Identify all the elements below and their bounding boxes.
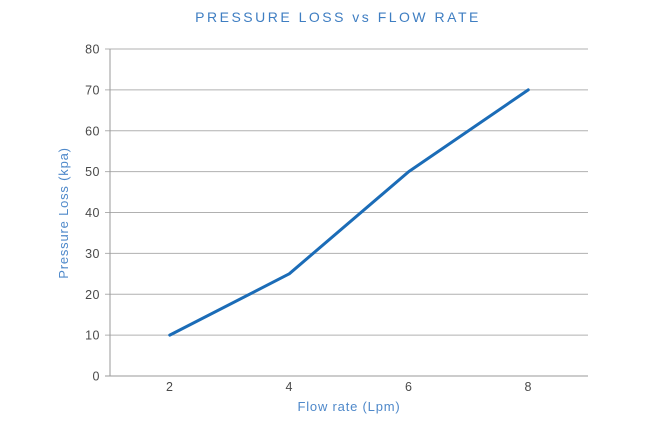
y-tick-label-20: 20 — [85, 288, 100, 302]
data-series-group — [168, 88, 530, 337]
x-tick-label-2: 2 — [166, 380, 173, 394]
y-tick-label-70: 70 — [85, 83, 100, 97]
chart-title: PRESSURE LOSS vs FLOW RATE — [195, 9, 481, 25]
data-line-pressure-loss — [168, 88, 530, 337]
y-tick-label-0: 0 — [93, 370, 100, 384]
y-tick-label-80: 80 — [85, 43, 100, 57]
gridlines-group — [105, 48, 588, 377]
y-tick-label-30: 30 — [85, 247, 100, 261]
x-tick-label-4: 4 — [286, 380, 293, 394]
y-tick-label-50: 50 — [85, 165, 100, 179]
x-axis-title: Flow rate (Lpm) — [297, 399, 400, 414]
x-tick-label-6: 6 — [405, 380, 412, 394]
tick-labels-group: 0 10 20 30 40 50 60 70 80 2 4 6 8 — [85, 43, 532, 395]
y-axis-title: Pressure Loss (kpa) — [56, 147, 71, 279]
y-tick-label-10: 10 — [85, 329, 100, 343]
y-tick-label-60: 60 — [85, 124, 100, 138]
x-tick-label-8: 8 — [525, 380, 532, 394]
y-tick-label-40: 40 — [85, 206, 100, 220]
